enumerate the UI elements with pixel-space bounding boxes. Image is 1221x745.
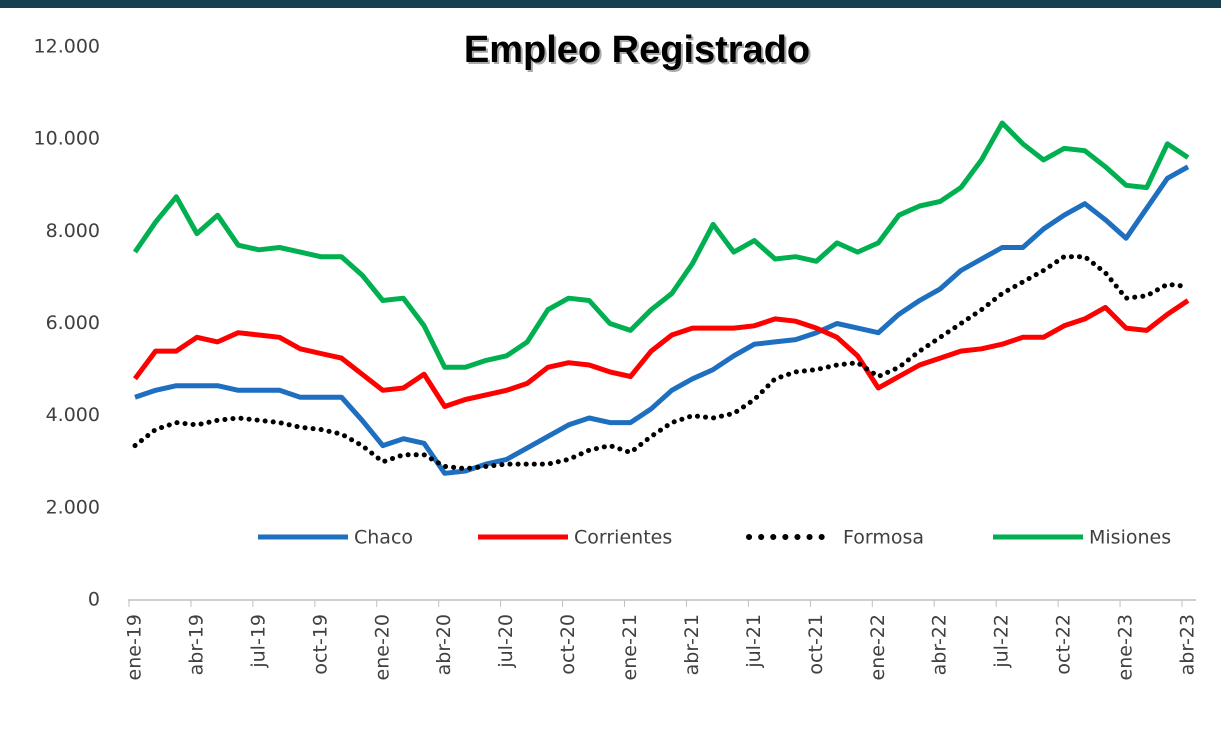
legend-label: Chaco (354, 527, 413, 549)
x-tick-label: jul-20 (495, 614, 517, 669)
x-tick-label: oct-19 (309, 614, 331, 675)
x-tick-label: ene-19 (124, 614, 146, 680)
x-tick-label: abr-21 (681, 614, 703, 675)
x-tick-label: oct-20 (557, 614, 579, 675)
x-tick-label: jul-19 (247, 614, 269, 669)
x-tick-label: abr-19 (185, 614, 207, 675)
y-tick-label: 12.000 (34, 36, 100, 58)
x-tick-label: jul-21 (743, 614, 765, 669)
y-tick-label: 2.000 (46, 496, 100, 518)
legend-label: Formosa (843, 527, 924, 549)
y-tick-label: 8.000 (46, 220, 100, 242)
x-tick-label: ene-23 (1115, 614, 1137, 680)
y-tick-label: 6.000 (46, 312, 100, 334)
title-shadow: Empleo Registrado (466, 31, 812, 73)
x-tick-label: jul-22 (991, 614, 1013, 669)
x-tick-label: ene-20 (371, 614, 393, 680)
top-bar (0, 0, 1221, 8)
x-tick-label: abr-22 (929, 614, 951, 675)
x-tick-label: abr-20 (433, 614, 455, 675)
chart-title: Empleo Registrado (464, 29, 810, 71)
y-tick-label: 10.000 (34, 128, 100, 150)
legend-label: Corrientes (574, 527, 672, 549)
x-tick-label: abr-23 (1177, 614, 1199, 675)
x-tick-label: ene-21 (619, 614, 641, 680)
series-line (132, 120, 1190, 370)
legend-label: Misiones (1089, 527, 1171, 549)
y-tick-label: 0 (88, 589, 100, 611)
x-tick-label: ene-22 (867, 614, 889, 680)
x-tick-label: oct-22 (1053, 614, 1075, 675)
series-line (132, 254, 1191, 472)
x-tick-label: oct-21 (805, 614, 827, 675)
series-line (132, 298, 1190, 409)
y-tick-label: 4.000 (46, 404, 100, 426)
series-line (134, 164, 1190, 476)
